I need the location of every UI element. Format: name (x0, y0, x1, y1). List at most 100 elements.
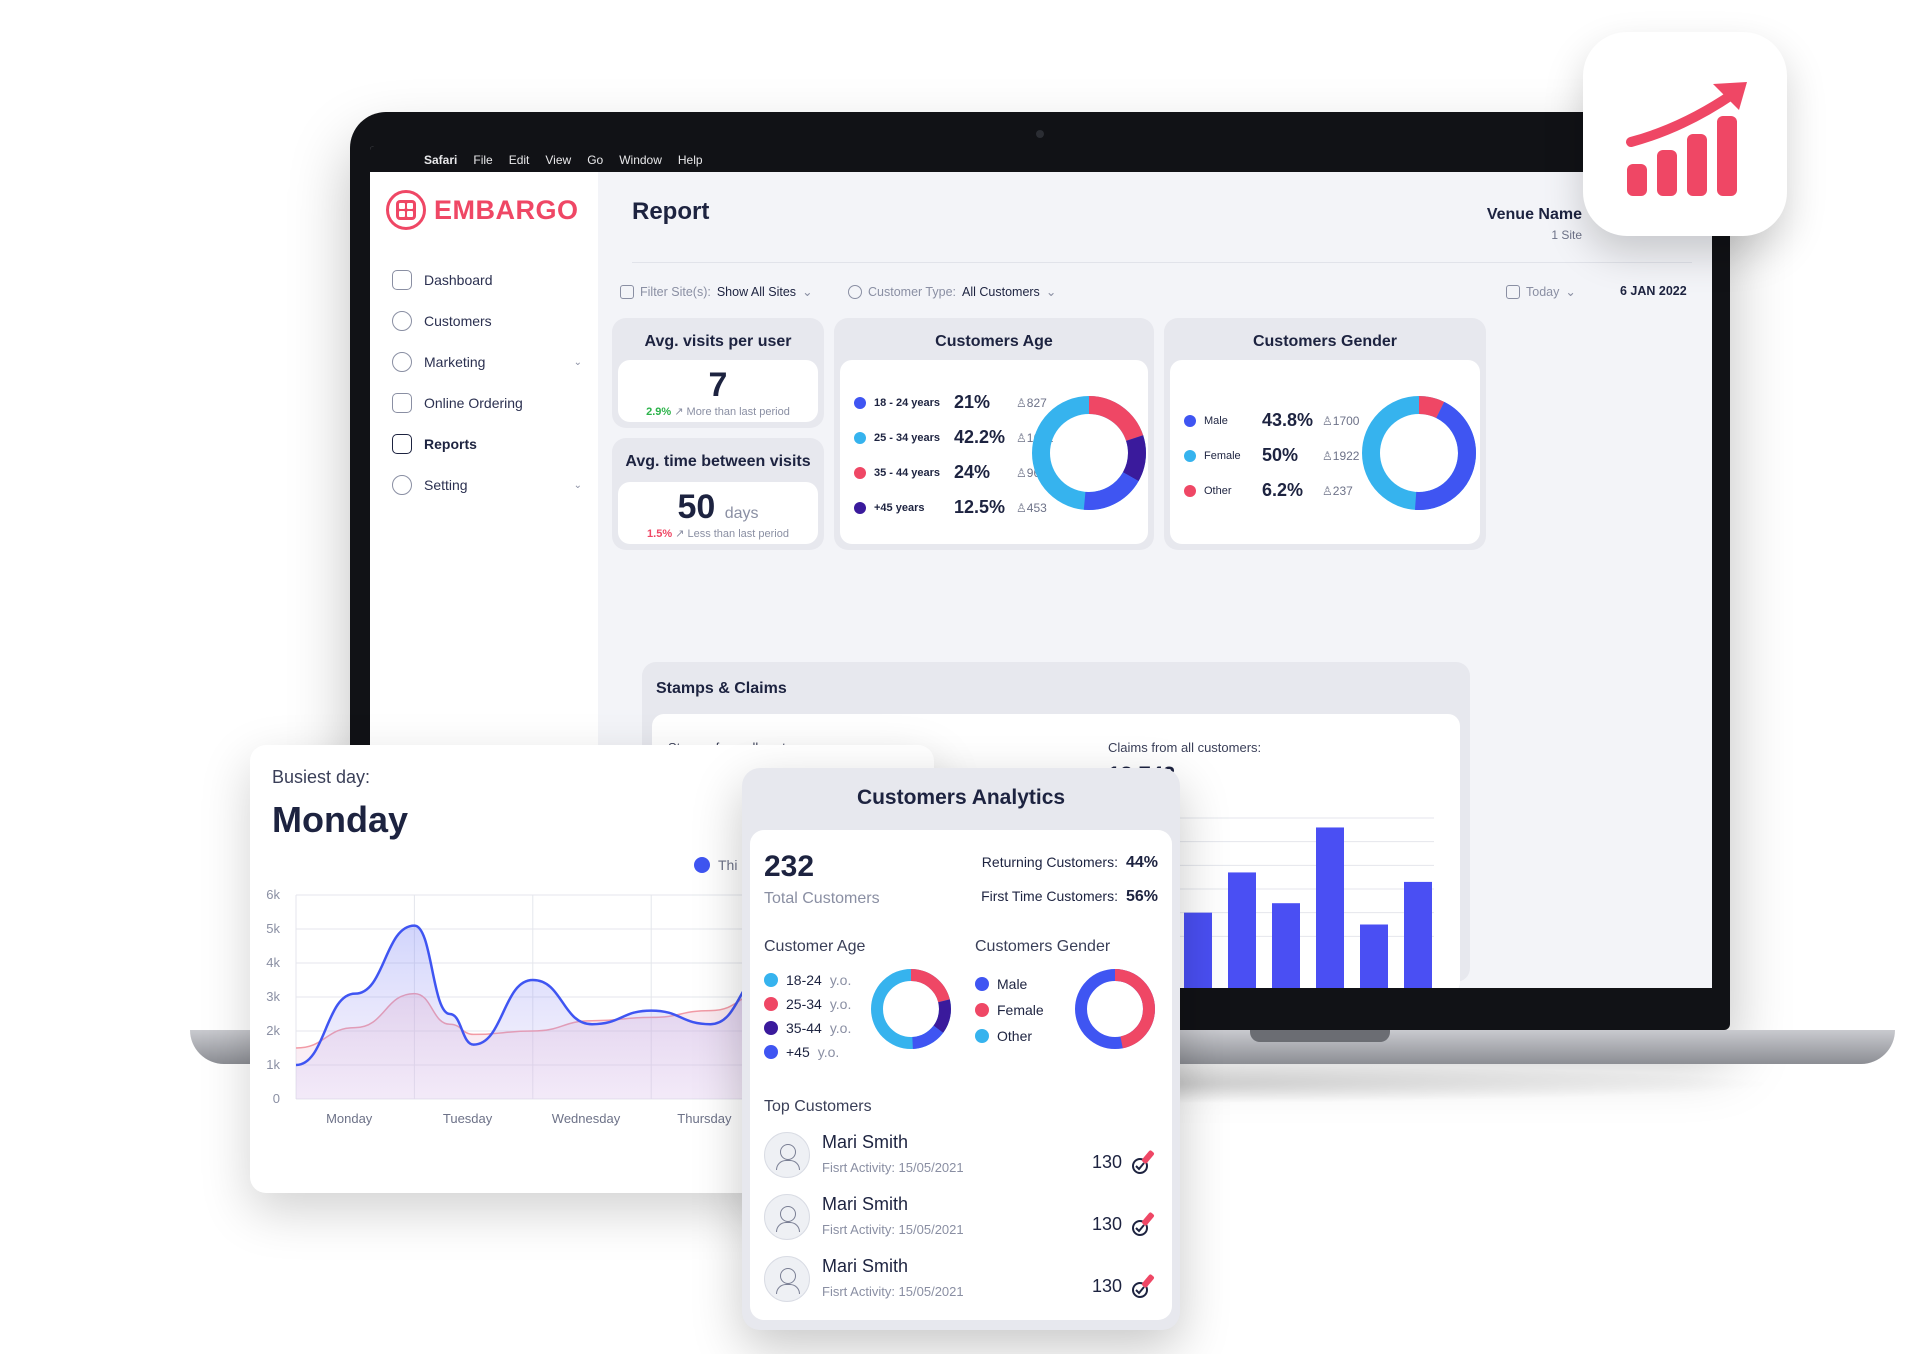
sidebar-item-dashboard[interactable]: Dashboard (392, 265, 582, 295)
claims-label: Claims from all customers: (1108, 740, 1262, 755)
age-label: 25 - 34 years (874, 431, 941, 444)
first-time-value: 56% (1125, 888, 1158, 905)
customer-activity: Fisrt Activity: 15/05/2021 (822, 1160, 964, 1175)
top-customer-row[interactable]: Mari Smith Fisrt Activity: 15/05/2021 13… (764, 1252, 1160, 1308)
age-legend-suffix: y.o. (829, 972, 852, 988)
total-customers-label: Total Customers (764, 890, 880, 907)
legend-dot (975, 1029, 989, 1043)
avatar (764, 1256, 810, 1302)
gender-legend-item: Female (975, 1002, 1044, 1018)
avg-time-title: Avg. time between visits (625, 453, 811, 470)
first-time-label: First Time Customers: (981, 888, 1118, 904)
date-value: 6 JAN 2022 (1620, 284, 1687, 298)
sidebar-item-customers[interactable]: Customers (392, 306, 582, 336)
period-filter[interactable]: Today ⌄ (1506, 284, 1576, 299)
avg-time-card: Avg. time between visits 50 days 1.5% ↗ … (612, 438, 824, 550)
age-donut-chart (1032, 396, 1146, 510)
brand-logo[interactable]: EMBARGO (386, 190, 579, 230)
avg-visits-title: Avg. visits per user (644, 333, 792, 350)
customers-gender-title: Customers Gender (1252, 333, 1398, 350)
app-icon[interactable] (1583, 32, 1787, 236)
avg-time-unit: days (724, 505, 759, 522)
bar (1316, 827, 1344, 988)
bar (1184, 912, 1212, 988)
site-filter[interactable]: Filter Site(s): Show All Sites ⌄ (620, 284, 813, 299)
venue-selector[interactable]: Venue Name 1 Site (1487, 206, 1582, 242)
trend-up-icon: ↗ (674, 406, 684, 418)
age-label: +45 years (874, 501, 925, 514)
menu-view[interactable]: View (545, 153, 572, 167)
gender-count: 1700 (1332, 413, 1360, 428)
age-row: 18 - 24 years 21% ♙ 827 (854, 392, 1047, 413)
age-row: 25 - 34 years 42.2% ♙ 1622 (854, 427, 1053, 448)
megaphone-icon (392, 352, 412, 372)
menu-go[interactable]: Go (587, 153, 604, 167)
age-legend-item: 18-24 y.o. (764, 972, 851, 988)
legend-dot (854, 501, 866, 514)
customer-score: 130 (1091, 1214, 1122, 1234)
menu-help[interactable]: Help (677, 153, 703, 167)
sidebar-item-label: Marketing (424, 354, 486, 370)
sidebar-item-reports[interactable]: Reports (392, 429, 582, 459)
chevron-down-icon[interactable]: ⌄ (573, 479, 582, 491)
gender-legend-item: Male (975, 976, 1027, 992)
age-count: 453 (1026, 500, 1047, 515)
customers-gender-title: Customers Gender (975, 938, 1111, 955)
y-tick-label: 6k (266, 887, 280, 902)
gender-label: Male (1204, 414, 1228, 427)
stamps-claims-title: Stamps & Claims (656, 680, 787, 697)
menu-safari[interactable]: Safari (424, 153, 458, 167)
y-tick-label: 4k (266, 955, 280, 970)
sidebar-item-marketing[interactable]: Marketing ⌄ (392, 347, 582, 377)
menu-bar: Safari File Edit View Go Window Help ▭ ◧… (370, 146, 1712, 172)
menu-window[interactable]: Window (619, 153, 662, 167)
analytics-panel: 232 Total Customers Returning Customers:… (750, 830, 1172, 1320)
gender-pct: 6.2% (1262, 480, 1304, 500)
customer-activity: Fisrt Activity: 15/05/2021 (822, 1284, 964, 1299)
bar (1272, 903, 1300, 988)
chart-legend: Thi (694, 857, 737, 873)
sidebar-item-setting[interactable]: Setting ⌄ (392, 470, 582, 500)
top-customer-row[interactable]: Mari Smith Fisrt Activity: 15/05/2021 13… (764, 1190, 1160, 1246)
age-legend-item: 25-34 y.o. (764, 996, 851, 1012)
gender-legend-label: Other (997, 1028, 1033, 1044)
main-content: Report Venue Name 1 Site Filter Site(s):… (598, 172, 1712, 988)
site-filter-value: Show All Sites (716, 284, 797, 299)
age-row: 35 - 44 years 24% ♙ 964 (854, 462, 1047, 483)
gender-pct: 50% (1262, 445, 1299, 465)
filter-bar: Filter Site(s): Show All Sites ⌄ Custome… (620, 284, 1700, 306)
sidebar-item-online-ordering[interactable]: Online Ordering (392, 388, 582, 418)
top-customer-row[interactable]: Mari Smith Fisrt Activity: 15/05/2021 13… (764, 1128, 1160, 1184)
bar (1360, 924, 1388, 988)
customer-score: 130 (1091, 1152, 1122, 1172)
chevron-down-icon: ⌄ (802, 285, 813, 299)
home-icon (392, 270, 412, 290)
growth-chart-icon (1626, 82, 1747, 196)
busiest-day-line-chart: 0 1k 2k 3k 4k 5k 6k Monday Tuesday Wednesday Thurs… (266, 887, 928, 1126)
chevron-down-icon[interactable]: ⌄ (573, 356, 582, 368)
user-icon (848, 284, 862, 299)
avatar (764, 1194, 810, 1240)
menu-edit[interactable]: Edit (508, 153, 530, 167)
avg-visits-note: More than last period (686, 406, 790, 418)
customer-type-filter[interactable]: Customer Type: All Customers ⌄ (848, 284, 1056, 299)
legend-dot (764, 973, 778, 987)
legend-dot (764, 997, 778, 1011)
x-tick-label: Monday (326, 1111, 373, 1126)
person-icon: ♙ (1322, 413, 1333, 428)
customer-activity: Fisrt Activity: 15/05/2021 (822, 1222, 964, 1237)
bar (1404, 881, 1432, 988)
venue-name: Venue Name (1486, 206, 1582, 223)
venue-sites: 1 Site (1551, 228, 1582, 242)
avg-time-value: 50 (677, 488, 716, 526)
period-value: Today (1526, 284, 1560, 299)
legend-dot (854, 466, 866, 479)
person-icon: ♙ (1322, 448, 1333, 463)
avg-time-delta: 1.5% (647, 528, 673, 540)
person-icon: ♙ (1016, 500, 1027, 515)
avg-time-note: Less than last period (687, 528, 789, 540)
menu-file[interactable]: File (473, 153, 493, 167)
gender-row: Female 50% ♙ 1922 (1184, 445, 1359, 466)
legend-dot (854, 396, 866, 409)
age-legend-label: 25-34 (786, 996, 822, 1012)
